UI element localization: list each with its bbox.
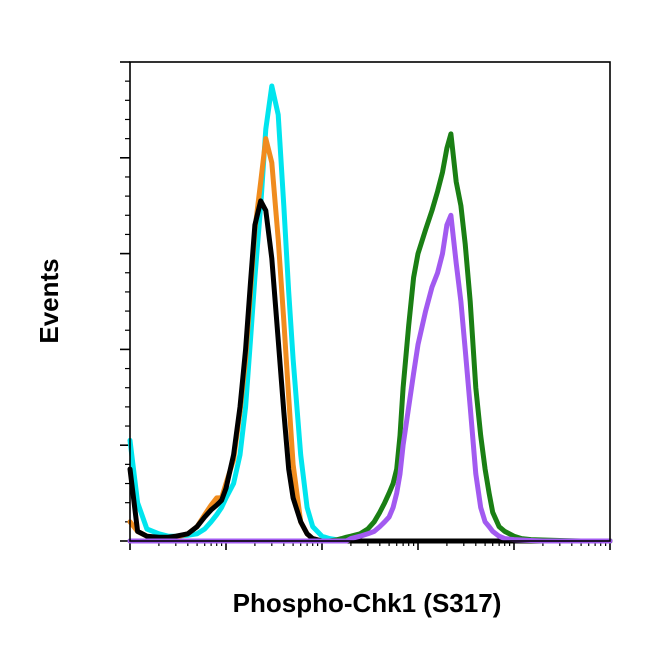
series-line-3 — [127, 198, 613, 544]
plot-area — [127, 83, 613, 544]
plot-frame — [129, 61, 611, 542]
x-axis-label: Phospho-Chk1 (S317) — [233, 588, 502, 618]
series-line-1 — [127, 83, 613, 544]
series-line-2 — [127, 136, 613, 544]
series-line-5 — [127, 212, 613, 544]
axis-ticks — [120, 61, 611, 550]
y-axis-label: Events — [34, 258, 64, 343]
series-line-4 — [127, 131, 613, 544]
